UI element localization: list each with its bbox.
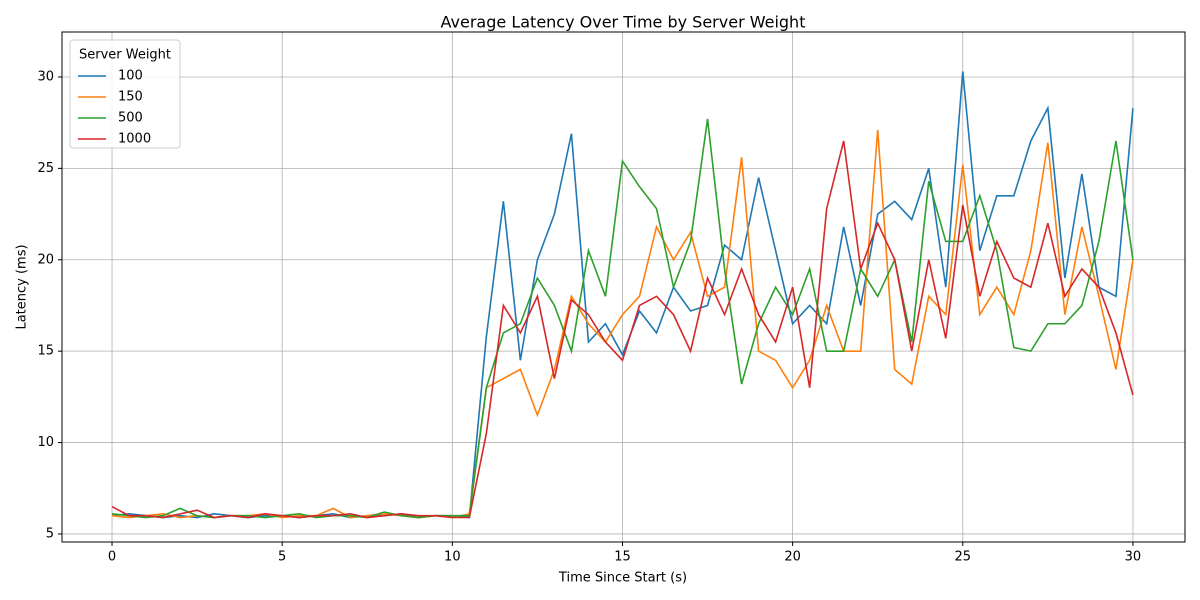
x-tick-label: 15 xyxy=(614,550,631,565)
y-axis-label: Latency (ms) xyxy=(15,244,30,329)
x-tick-label: 30 xyxy=(1125,550,1142,565)
legend-label: 150 xyxy=(118,90,143,105)
legend-label: 500 xyxy=(118,111,143,126)
x-tick-label: 0 xyxy=(108,550,116,565)
x-tick-label: 5 xyxy=(278,550,286,565)
y-tick-label: 30 xyxy=(37,69,54,84)
x-tick-label: 10 xyxy=(444,550,461,565)
legend-box xyxy=(69,39,181,149)
series-line xyxy=(111,140,1134,519)
legend-label: 1000 xyxy=(118,132,151,147)
legend: Server Weight 100 150 500 1000 xyxy=(69,39,181,149)
legend-label: 100 xyxy=(118,69,143,84)
x-axis-label: Time Since Start (s) xyxy=(558,571,687,586)
x-tick-label: 20 xyxy=(784,550,801,565)
y-tick-label: 5 xyxy=(46,526,54,541)
y-tick-label: 10 xyxy=(37,435,54,450)
y-tick-label: 25 xyxy=(37,161,54,176)
x-tick-label: 25 xyxy=(955,550,972,565)
y-tick-label: 15 xyxy=(37,344,54,359)
plot-frame xyxy=(61,31,1186,543)
legend-title: Server Weight xyxy=(79,48,171,63)
series-line xyxy=(111,129,1134,519)
y-tick-label: 20 xyxy=(37,252,54,267)
chart-title: Average Latency Over Time by Server Weig… xyxy=(441,13,806,32)
